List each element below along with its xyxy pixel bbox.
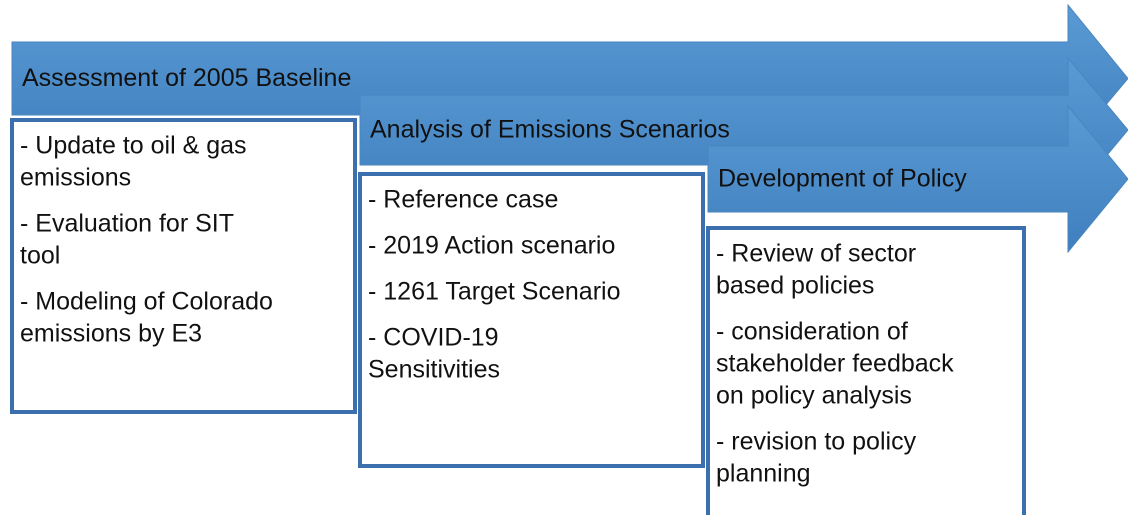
bullet-text: - 2019 Action scenario bbox=[368, 232, 615, 260]
bullet-text: tool bbox=[20, 242, 60, 270]
stage-title: Analysis of Emissions Scenarios bbox=[370, 116, 730, 144]
stage-title: Assessment of 2005 Baseline bbox=[22, 64, 351, 92]
bullet-text: - Review of sector bbox=[716, 240, 916, 268]
bullet-text: - 1261 Target Scenario bbox=[368, 278, 620, 306]
bullet-text: on policy analysis bbox=[716, 382, 912, 410]
bullet-text: Sensitivities bbox=[368, 356, 500, 384]
bullet-text: - Evaluation for SIT bbox=[20, 210, 234, 238]
stage-title: Development of Policy bbox=[718, 165, 967, 193]
bullet-text: - COVID-19 bbox=[368, 324, 499, 352]
stage-box bbox=[10, 118, 357, 414]
stage-box bbox=[706, 226, 1026, 520]
bullet-text: planning bbox=[716, 460, 811, 488]
bullet-text: - revision to policy bbox=[716, 428, 917, 456]
bullet-text: - Reference case bbox=[368, 186, 558, 214]
bullet-text: - Update to oil & gas bbox=[20, 132, 247, 160]
bullet-text: - consideration of bbox=[716, 318, 908, 346]
stage-arrow bbox=[707, 104, 1128, 254]
stage-box bbox=[358, 172, 705, 468]
bullet-text: emissions bbox=[20, 164, 131, 192]
bullet-text: - Modeling of Colorado bbox=[20, 288, 273, 316]
bullet-text: based policies bbox=[716, 272, 874, 300]
bullet-text: stakeholder feedback bbox=[716, 350, 954, 378]
bullet-text: emissions by E3 bbox=[20, 320, 202, 348]
